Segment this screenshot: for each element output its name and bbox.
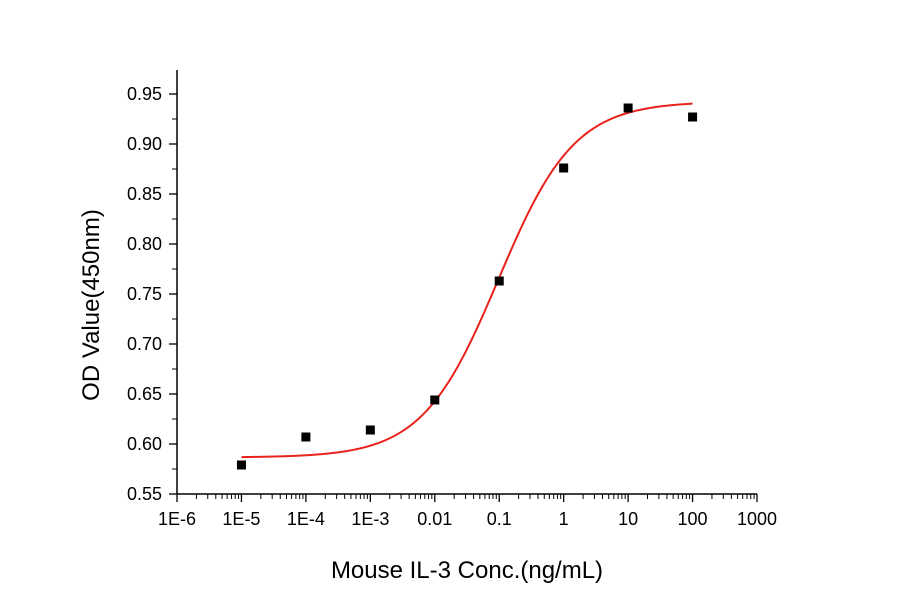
y-tick-label: 0.95 xyxy=(127,84,162,104)
x-tick-label: 1E-4 xyxy=(287,509,325,529)
x-tick-label: 1 xyxy=(559,509,569,529)
y-tick-label: 0.55 xyxy=(127,484,162,504)
y-tick-label: 0.65 xyxy=(127,384,162,404)
x-tick-label: 0.1 xyxy=(487,509,512,529)
x-axis-title: Mouse IL-3 Conc.(ng/mL) xyxy=(331,557,603,584)
data-point xyxy=(301,432,311,442)
y-tick-label: 0.75 xyxy=(127,284,162,304)
data-point xyxy=(430,395,440,405)
x-tick-label: 1000 xyxy=(737,509,777,529)
y-tick-label: 0.60 xyxy=(127,434,162,454)
x-tick-label: 1E-3 xyxy=(351,509,389,529)
x-tick-label: 10 xyxy=(618,509,638,529)
y-tick-label: 0.90 xyxy=(127,134,162,154)
x-tick-label: 0.01 xyxy=(417,509,452,529)
fit-curve xyxy=(241,102,693,459)
x-tick-label: 1E-5 xyxy=(222,509,260,529)
y-axis-ticks: 0.55 0.60 0.65 0.70 0.75 0.80 0.85 0.90 0.95 xyxy=(127,84,177,504)
fit-curve-layer xyxy=(241,102,693,459)
y-tick-label: 0.70 xyxy=(127,334,162,354)
x-axis-ticks: 1E-6 1E-5 1E-4 1E-3 0.01 0.1 1 10 100 1000 xyxy=(158,494,777,529)
data-points-layer xyxy=(236,103,698,470)
y-tick-label: 0.80 xyxy=(127,234,162,254)
axes xyxy=(176,70,757,495)
data-point xyxy=(559,163,569,173)
data-point xyxy=(494,276,504,286)
y-axis-title: OD Value(450nm) xyxy=(78,209,105,401)
y-tick-label: 0.85 xyxy=(127,184,162,204)
data-point xyxy=(623,103,633,113)
data-point xyxy=(365,425,375,435)
x-tick-label: 100 xyxy=(678,509,708,529)
data-point xyxy=(236,460,246,470)
x-tick-label: 1E-6 xyxy=(158,509,196,529)
data-point xyxy=(688,112,698,122)
